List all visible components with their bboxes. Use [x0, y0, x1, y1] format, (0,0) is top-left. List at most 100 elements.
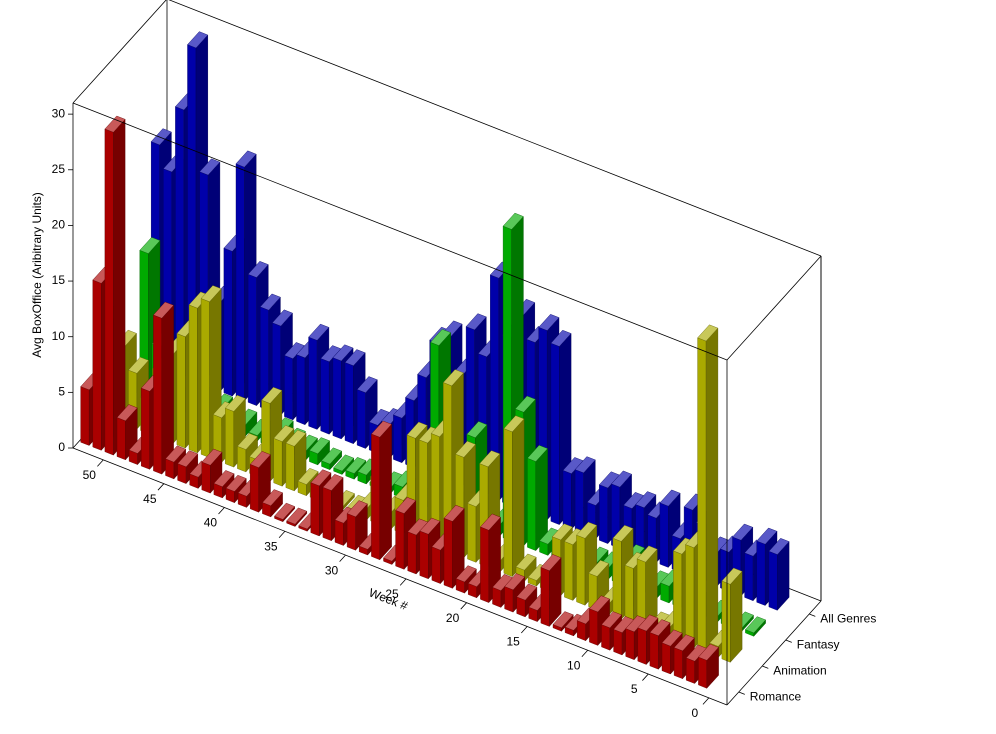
bar-top: [465, 313, 487, 331]
bar-front: [467, 503, 477, 563]
genre-tick: [738, 691, 745, 695]
bar-front: [285, 442, 295, 492]
bar-top: [259, 293, 281, 311]
bar-top: [308, 323, 330, 341]
bar-top: [371, 420, 392, 438]
bar-front: [332, 357, 342, 440]
bar-top: [153, 301, 174, 319]
bar-top: [443, 504, 465, 522]
bar-top: [504, 573, 526, 591]
bar-front: [225, 407, 235, 468]
bar-side: [113, 118, 126, 456]
bar-top: [187, 31, 209, 49]
bar-top: [332, 344, 354, 362]
bar-top: [201, 448, 223, 466]
bar-top: [235, 150, 257, 168]
bar-top: [601, 611, 623, 629]
bar-front: [697, 337, 707, 653]
bar: [552, 611, 574, 632]
bar-top: [503, 415, 525, 433]
x-tick-label: 5: [631, 682, 638, 696]
bar: [540, 554, 562, 627]
bar-top: [552, 611, 574, 629]
x-tick: [520, 626, 528, 634]
bar: [309, 437, 330, 466]
genre-tick: [785, 639, 792, 643]
bar-top: [574, 456, 596, 474]
bar-top: [273, 425, 295, 442]
bar-top: [538, 314, 560, 331]
bar-front: [613, 629, 623, 656]
box-edge: [72, 447, 728, 706]
bar-top: [514, 395, 536, 413]
bar-front: [237, 446, 247, 473]
x-tick: [702, 697, 710, 705]
bar-top: [479, 450, 501, 468]
bar: [104, 115, 126, 456]
bar: [286, 507, 308, 528]
bar-top: [345, 457, 367, 474]
bar-front: [756, 540, 766, 606]
x-tick: [97, 459, 104, 467]
bar-front: [419, 530, 429, 580]
bar-front: [527, 457, 536, 551]
bar-front: [480, 526, 489, 603]
bar-top: [346, 500, 368, 518]
bar-top: [237, 433, 258, 450]
bar-top: [247, 261, 269, 278]
bar-top: [333, 454, 355, 472]
bar-top: [673, 634, 695, 652]
bar-front: [564, 541, 574, 601]
genre-tick: [762, 665, 769, 669]
bar: [201, 448, 223, 494]
bar-front: [176, 333, 186, 449]
bar-front: [407, 531, 417, 575]
bar-top: [139, 237, 161, 254]
bar: [443, 504, 465, 589]
box-edge: [72, 102, 728, 361]
bar-side: [705, 327, 719, 654]
bar-front: [574, 469, 584, 535]
box-edge: [726, 255, 822, 361]
bar-top: [442, 369, 464, 387]
bar-top: [661, 629, 683, 647]
bar-front: [673, 550, 683, 644]
bar-top: [104, 115, 126, 133]
bar-front: [550, 342, 560, 525]
bar-top: [756, 527, 778, 545]
bar-side: [161, 304, 174, 475]
bar-front: [80, 386, 90, 446]
x-tick-label: 35: [264, 539, 278, 553]
z-tick-label: 5: [58, 385, 65, 399]
bar-top: [406, 421, 428, 439]
z-tick-label: 25: [52, 162, 66, 176]
bar: [503, 415, 525, 578]
bar-top: [516, 583, 538, 601]
z-tick-label: 30: [52, 106, 66, 120]
bar-front: [247, 274, 257, 406]
bar-front: [685, 544, 695, 649]
bar: [419, 517, 441, 580]
x-tick-label: 25: [385, 587, 399, 601]
bar: [745, 616, 766, 637]
bar-top: [649, 619, 671, 637]
bar-top: [611, 470, 632, 488]
z-tick-label: 20: [52, 218, 66, 232]
bar-top: [150, 128, 172, 146]
bar-front: [599, 484, 608, 544]
x-tick-label: 40: [204, 516, 218, 530]
x-tick-label: 30: [325, 563, 339, 577]
bar-top: [419, 517, 441, 535]
bar-front: [334, 519, 344, 546]
bar-top: [249, 451, 271, 468]
bar-front: [308, 336, 318, 430]
bar-front: [249, 464, 259, 513]
bar-top: [286, 507, 308, 525]
bar-front: [322, 487, 332, 541]
x-tick-label: 20: [446, 611, 460, 625]
bar-front: [698, 656, 707, 689]
z-tick-label: 0: [58, 440, 65, 454]
bar-top: [177, 450, 199, 468]
bar-front: [395, 510, 405, 570]
bar-top: [698, 643, 719, 661]
